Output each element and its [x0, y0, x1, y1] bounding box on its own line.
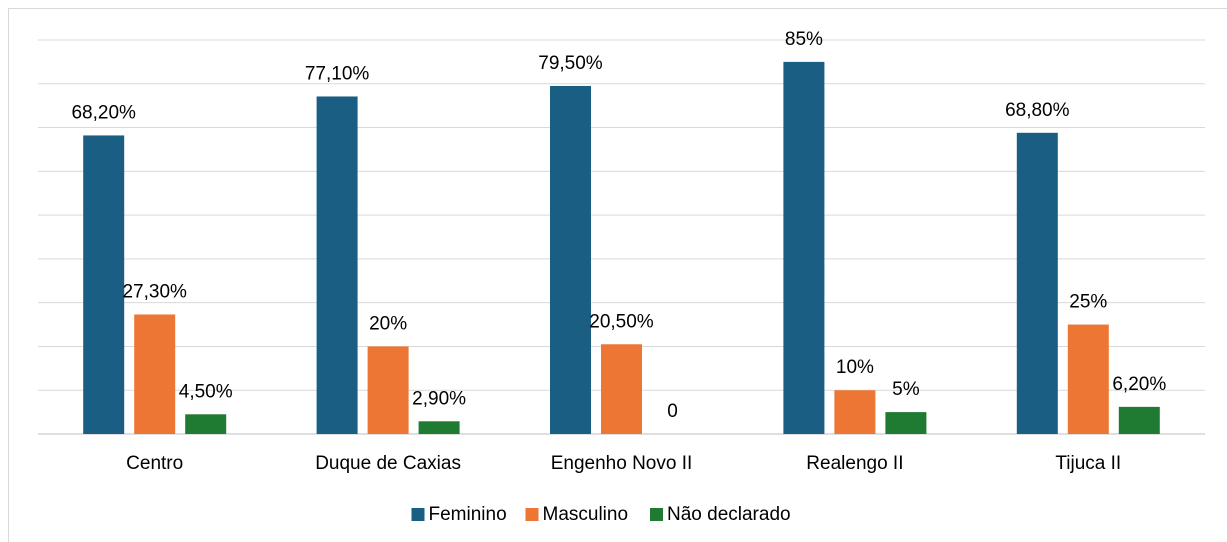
value-label: 25% — [1069, 292, 1107, 313]
legend-label: Não declarado — [667, 504, 791, 525]
value-label: 77,10% — [305, 63, 370, 84]
bar — [367, 346, 409, 434]
bar — [550, 85, 591, 434]
value-label: 20,50% — [589, 311, 654, 332]
bar — [834, 390, 876, 434]
bar — [83, 135, 125, 435]
value-label: 2,90% — [412, 388, 466, 409]
x-tick-label: Duque de Caxias — [315, 453, 461, 474]
legend-swatch — [525, 508, 539, 521]
x-tick-label: Centro — [126, 453, 183, 474]
value-label: 79,50% — [538, 53, 603, 74]
bar — [316, 96, 358, 435]
bar — [1016, 132, 1058, 434]
chart-border — [8, 8, 1227, 542]
x-tick-label: Realengo II — [806, 453, 903, 474]
legend-label: Feminino — [429, 504, 507, 525]
bar — [601, 344, 642, 434]
value-label: 68,20% — [71, 102, 136, 123]
x-tick-label: Engenho Novo II — [551, 453, 693, 474]
bar — [1067, 324, 1109, 434]
value-label: 0 — [667, 401, 678, 422]
value-label: 4,50% — [179, 381, 233, 402]
bar — [134, 314, 176, 434]
value-label: 20% — [369, 313, 407, 334]
bar — [418, 421, 460, 434]
value-label: 27,30% — [122, 282, 187, 303]
x-tick-label: Tijuca II — [1055, 453, 1121, 474]
value-label: 5% — [892, 379, 920, 400]
bar — [783, 61, 825, 435]
value-label: 68,80% — [1005, 100, 1070, 121]
legend-swatch — [411, 508, 425, 521]
bar — [185, 414, 227, 434]
value-label: 6,20% — [1112, 374, 1166, 395]
value-label: 85% — [785, 29, 823, 50]
bar — [885, 412, 927, 434]
value-label: 10% — [836, 357, 874, 378]
bar — [1118, 406, 1160, 434]
legend-swatch — [650, 508, 663, 521]
legend-label: Masculino — [543, 504, 629, 525]
